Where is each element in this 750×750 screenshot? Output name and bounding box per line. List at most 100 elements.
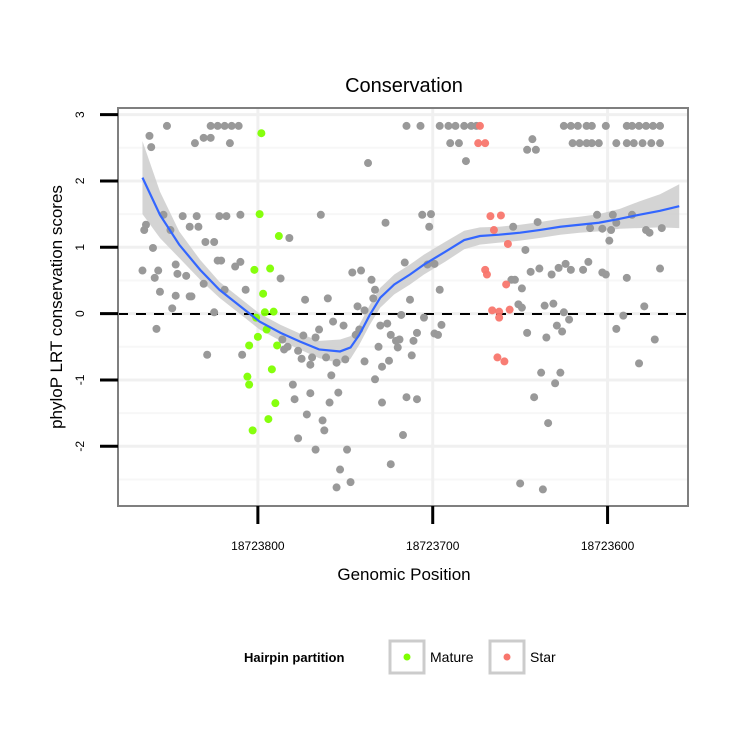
point-other — [575, 139, 584, 148]
point-other — [290, 395, 299, 404]
point-other — [329, 317, 338, 326]
gridlines — [118, 108, 688, 506]
point-other — [656, 139, 665, 148]
point-other — [236, 257, 245, 266]
point-other — [227, 121, 236, 130]
point-other — [385, 356, 394, 365]
point-other — [141, 220, 150, 229]
point-other — [201, 237, 210, 246]
point-other — [517, 284, 526, 293]
point-star — [474, 139, 483, 148]
point-other — [306, 360, 315, 369]
point-other — [334, 388, 343, 397]
point-other — [285, 234, 294, 243]
point-other — [566, 121, 575, 130]
point-other — [635, 121, 644, 130]
point-other — [341, 355, 350, 364]
point-other — [435, 121, 444, 130]
point-other — [138, 266, 147, 275]
point-mature — [255, 210, 264, 219]
point-other — [150, 273, 159, 282]
point-other — [311, 445, 320, 454]
point-other — [405, 295, 414, 304]
point-other — [579, 265, 588, 274]
point-other — [288, 380, 297, 389]
point-other — [147, 143, 156, 152]
point-other — [203, 350, 212, 359]
point-other — [386, 330, 395, 339]
point-other — [418, 210, 427, 219]
point-other — [544, 419, 553, 428]
point-other — [426, 210, 435, 219]
point-other — [301, 295, 310, 304]
point-other — [364, 159, 373, 168]
point-other — [533, 218, 542, 227]
point-other — [395, 335, 404, 344]
point-other — [573, 121, 582, 130]
point-other — [386, 460, 395, 469]
point-other — [187, 292, 196, 301]
point-other — [369, 294, 378, 303]
point-other — [348, 268, 357, 277]
point-other — [425, 222, 434, 231]
point-other — [185, 222, 194, 231]
point-other — [206, 133, 215, 142]
point-other — [446, 139, 455, 148]
x-axis: 18723800 18723700 18723600 — [231, 506, 635, 553]
point-other — [657, 224, 666, 233]
point-other — [526, 267, 535, 276]
point-other — [154, 266, 163, 275]
point-other — [278, 335, 287, 344]
point-other — [190, 139, 199, 148]
point-other — [402, 393, 411, 402]
point-other — [593, 210, 602, 219]
point-other — [568, 139, 577, 148]
point-mature — [253, 332, 262, 341]
point-other — [336, 465, 345, 474]
point-other — [612, 139, 621, 148]
point-other — [587, 121, 596, 130]
point-other — [155, 287, 164, 296]
point-other — [325, 398, 334, 407]
point-other — [407, 351, 416, 360]
point-other — [412, 395, 421, 404]
point-other — [322, 353, 331, 362]
point-other — [371, 285, 380, 294]
point-other — [276, 274, 285, 283]
point-other — [650, 335, 659, 344]
point-other — [320, 426, 329, 435]
point-star — [482, 270, 491, 279]
y-tick-label: 1 — [73, 244, 87, 251]
point-mature — [257, 129, 266, 138]
point-other — [357, 266, 366, 275]
point-other — [565, 315, 574, 324]
point-other — [332, 483, 341, 492]
point-other — [531, 145, 540, 154]
point-other — [213, 121, 222, 130]
plot-panel-border — [117, 107, 689, 507]
legend-title: Hairpin partition — [244, 650, 344, 665]
point-other — [311, 333, 320, 342]
points — [138, 121, 666, 494]
confidence-band-area — [142, 141, 680, 364]
point-other — [199, 133, 208, 142]
point-other — [360, 306, 369, 315]
point-other — [220, 121, 229, 130]
point-other — [437, 320, 446, 329]
point-other — [584, 257, 593, 266]
point-other — [194, 222, 203, 231]
legend-label-star: Star — [530, 649, 556, 665]
point-other — [561, 259, 570, 268]
point-other — [162, 121, 171, 130]
legend-label-mature: Mature — [430, 649, 474, 665]
point-star — [489, 226, 498, 235]
point-other — [523, 328, 532, 337]
point-other — [419, 313, 428, 322]
point-other — [628, 121, 637, 130]
point-other — [638, 139, 647, 148]
point-other — [332, 358, 341, 367]
point-mature — [245, 341, 254, 350]
point-other — [510, 275, 519, 284]
point-other — [225, 139, 234, 148]
point-other — [299, 331, 308, 340]
